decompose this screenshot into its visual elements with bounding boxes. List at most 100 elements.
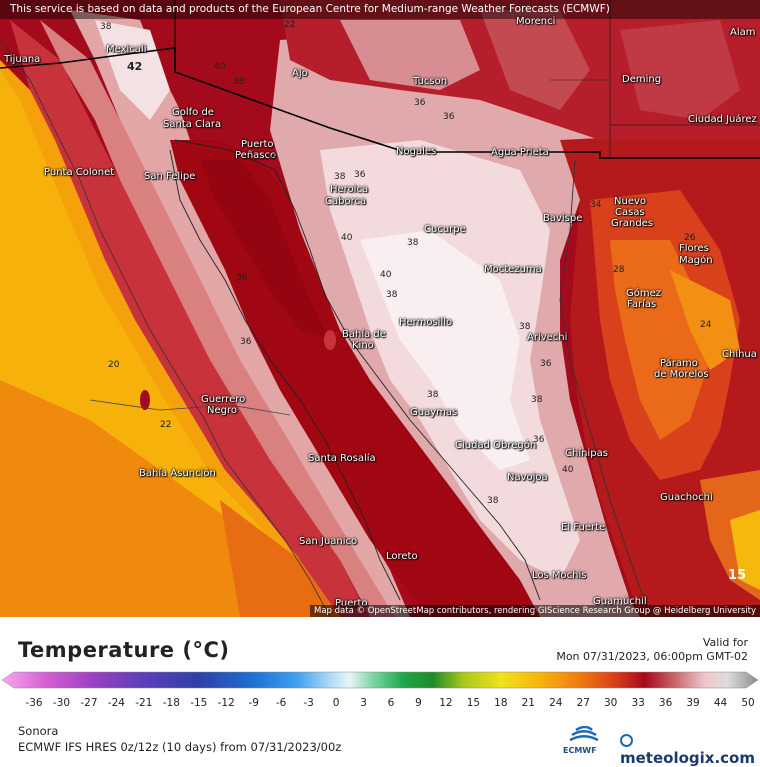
city-label: Flores	[679, 243, 709, 254]
city-label: Alam	[730, 27, 756, 38]
colorbar-tick-label: -27	[80, 697, 98, 709]
temp-label: 38	[407, 238, 419, 248]
brand-name: meteologix.com	[620, 749, 755, 767]
colorbar-tick-label: -15	[190, 697, 208, 709]
temp-label: 36	[354, 170, 366, 180]
city-label: Páramo	[660, 358, 698, 369]
city-label: Santa Clara	[163, 119, 222, 130]
valid-for-label: Valid for	[702, 636, 748, 649]
city-label: Chihua	[722, 349, 757, 360]
temp-label: 36	[443, 112, 455, 122]
temperature-colorbar	[1, 671, 759, 689]
city-label: Arivechi	[527, 332, 568, 343]
temp-label: 38	[386, 290, 398, 300]
city-label: Gómez	[626, 288, 662, 299]
city-label: San Felipe	[144, 171, 196, 182]
city-label: Cucurpe	[424, 224, 466, 235]
temp-label: 24	[700, 320, 712, 330]
model-info: ECMWF IFS HRES 0z/12z (10 days) from 07/…	[18, 740, 342, 754]
temp-label: 36	[540, 359, 552, 369]
legend-title: Temperature (°C)	[18, 638, 230, 662]
temp-label: 38	[233, 77, 245, 87]
city-label: Negro	[207, 405, 237, 416]
colorbar-tick-label: 21	[521, 697, 535, 709]
city-label: Navojoa	[507, 472, 548, 483]
temp-label: 38	[531, 395, 543, 405]
colorbar-tick-label: 3	[360, 697, 367, 709]
colorbar-tick-label: -3	[303, 697, 314, 709]
colorbar-tick-label: 0	[332, 697, 340, 709]
city-label: de Morelos	[654, 369, 709, 380]
region-name: Sonora	[18, 724, 59, 738]
city-label: Moctezuma	[484, 264, 542, 275]
temp-label: 40	[562, 465, 574, 475]
temp-label: 15	[728, 568, 747, 583]
temp-label: 36	[236, 273, 248, 283]
temp-label: 40	[380, 270, 392, 280]
temp-label: 40	[341, 233, 353, 243]
brand-logo[interactable]: meteologix.com	[620, 731, 760, 767]
city-label: Tijuana	[4, 54, 41, 65]
city-label: Kino	[352, 340, 374, 351]
colorbar-tick-label: 50	[741, 697, 755, 709]
city-label: Puerto	[335, 598, 368, 609]
colorbar-tick-label: -9	[248, 697, 259, 709]
city-label: El Fuerte	[561, 522, 606, 533]
city-label: Grandes	[611, 218, 654, 229]
colorbar-ticks: -36 -30 -27 -24 -21 -18 -15 -12 -9 -6 -3 0 3 6 9 12 15 18…	[0, 697, 760, 711]
city-label: Morenci	[516, 16, 556, 27]
city-label: Los Mochis	[532, 570, 587, 581]
temp-label: 42	[127, 60, 143, 73]
ecmwf-label: ECMWF	[563, 746, 597, 755]
temp-label: 22	[160, 420, 172, 430]
city-label: Puerto	[241, 139, 274, 150]
city-label: Ciudad Juárez	[688, 114, 757, 125]
map-canvas	[0, 0, 760, 617]
colorbar-tick-label: -12	[217, 697, 235, 709]
temp-label: 36	[265, 153, 277, 163]
city-label: Mexicali	[106, 44, 147, 55]
colorbar-tick-label: -36	[25, 697, 43, 709]
city-label: Chínipas	[565, 448, 608, 459]
temp-label: 38	[487, 496, 499, 506]
city-label: Guamúchil	[593, 596, 647, 607]
colorbar-tick-label: -24	[107, 697, 125, 709]
city-label: Loreto	[386, 551, 418, 562]
temp-label: 36	[414, 98, 426, 108]
colorbar-tick-label: -18	[162, 697, 180, 709]
city-label: Bahía de	[342, 329, 386, 340]
city-label: Bahía Asunción	[139, 468, 216, 479]
temp-label: 22	[284, 20, 296, 30]
colorbar-tick-label: 27	[576, 697, 590, 709]
colorbar-tick-label: 30	[604, 697, 618, 709]
colorbar-tick-label: -6	[275, 697, 287, 709]
colorbar-tick-label: 33	[631, 697, 645, 709]
city-label: Casas	[615, 207, 645, 218]
globe-icon	[620, 734, 633, 747]
temp-label: 38	[334, 172, 346, 182]
colorbar-tick-label: 15	[466, 697, 481, 709]
temp-label: 40	[214, 62, 226, 72]
ecmwf-notice: This service is based on data and produc…	[0, 0, 760, 19]
city-label: Guerrero	[201, 394, 246, 405]
city-label: Hermosillo	[399, 317, 453, 328]
city-label: Ciudad Obregón	[455, 440, 537, 451]
city-label: Farías	[627, 299, 657, 310]
valid-time: Mon 07/31/2023, 06:00pm GMT-02	[556, 650, 748, 663]
colorbar-tick-label: 39	[686, 697, 700, 709]
colorbar-tick-label: 12	[439, 697, 453, 709]
city-label: Golfo de	[172, 107, 214, 118]
temp-label: 34	[590, 200, 602, 210]
city-label: Punta Colonet	[44, 167, 115, 178]
temp-label: 26	[684, 233, 696, 243]
colorbar-tick-label: 24	[549, 697, 563, 709]
city-label: Caborca	[325, 196, 367, 207]
colorbar-tick-label: 18	[494, 697, 508, 709]
city-label: Nogales	[396, 146, 437, 157]
temp-label: 38	[519, 322, 531, 332]
temp-label: 38	[100, 22, 112, 32]
temperature-map[interactable]: This service is based on data and produc…	[0, 0, 760, 617]
city-label: Magón	[679, 255, 713, 266]
ecmwf-logo	[569, 726, 599, 742]
temp-label: 20	[108, 360, 120, 370]
